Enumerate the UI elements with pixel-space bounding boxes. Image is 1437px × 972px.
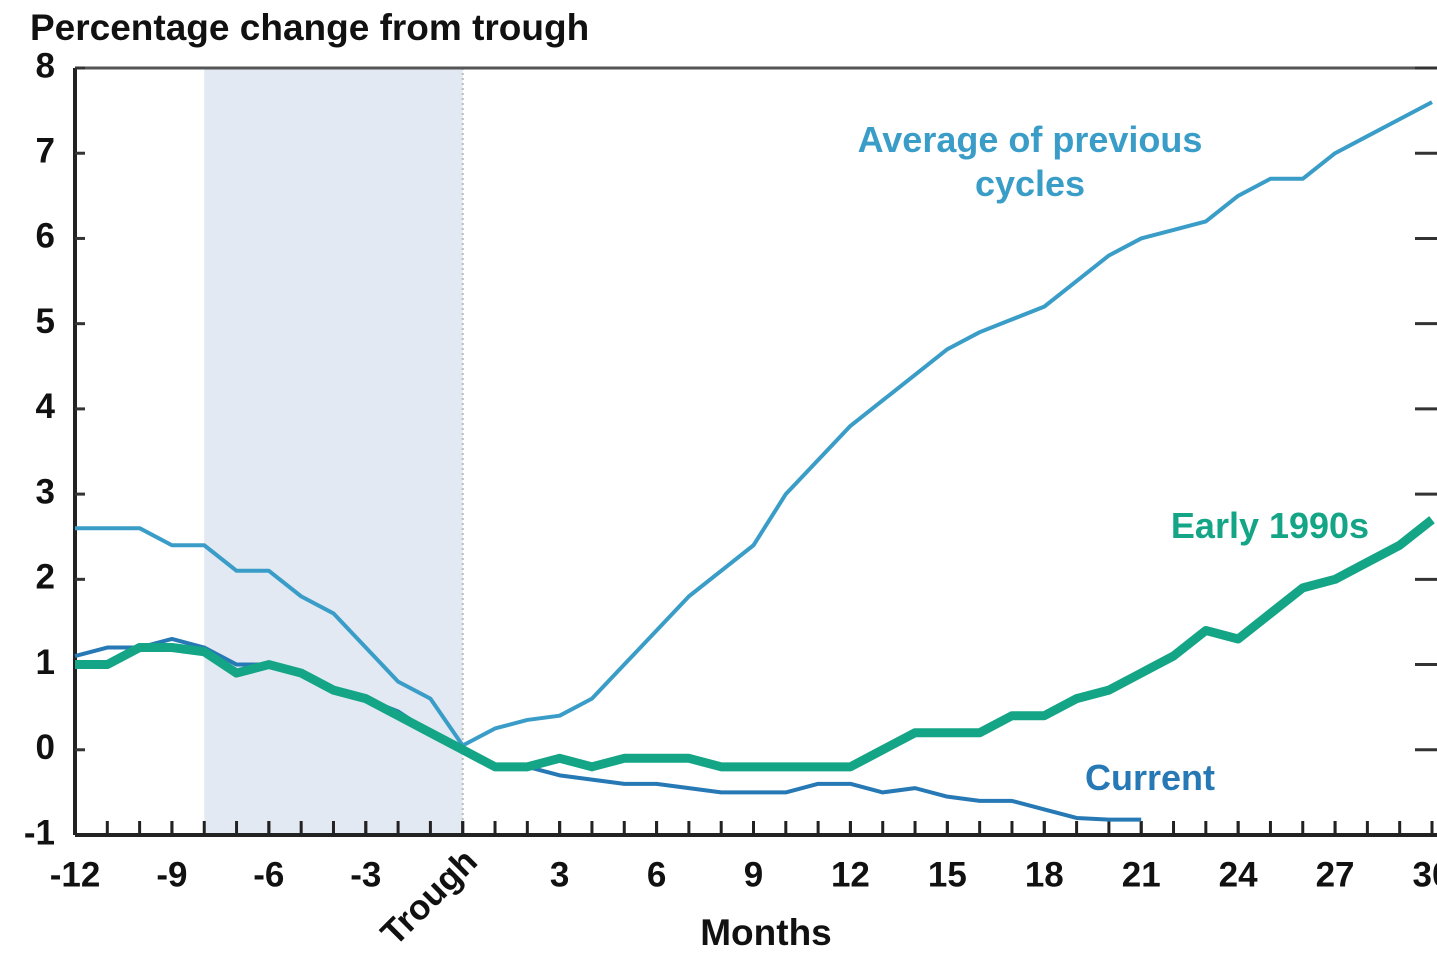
- series-line: [75, 516, 1435, 772]
- x-tick-label: 24: [1219, 855, 1258, 894]
- y-tick-label: 2: [36, 558, 55, 597]
- series-label: Early 1990s: [1170, 505, 1370, 546]
- y-tick-label: 6: [36, 217, 55, 256]
- x-tick-label: -6: [253, 855, 284, 894]
- x-tick-label: 27: [1316, 855, 1355, 894]
- y-tick-label: 4: [36, 387, 56, 426]
- x-tick-label: -9: [156, 855, 187, 894]
- x-axis-label: Months: [700, 912, 832, 953]
- series-label: Current: [1084, 757, 1215, 798]
- y-tick-label: 5: [36, 302, 55, 341]
- x-tick-label: -12: [50, 855, 101, 894]
- y-tick-label: 1: [36, 643, 55, 682]
- x-tick-label: 9: [744, 855, 763, 894]
- y-tick-label: 7: [36, 131, 55, 170]
- x-tick-label: 12: [831, 855, 870, 894]
- x-tick-label: 6: [647, 855, 666, 894]
- chart-title: Percentage change from trough: [30, 7, 589, 48]
- series-line: [75, 100, 1433, 748]
- x-tick-label: 18: [1025, 855, 1064, 894]
- y-tick-label: 8: [36, 46, 55, 85]
- shaded-region: [204, 68, 463, 835]
- y-tick-label: -1: [24, 813, 55, 852]
- x-tick-label: 3: [550, 855, 569, 894]
- x-tick-label: -3: [350, 855, 381, 894]
- x-tick-label: Trough: [373, 842, 484, 953]
- x-tick-label: 30: [1413, 855, 1437, 894]
- x-tick-label: 21: [1122, 855, 1161, 894]
- y-tick-label: 0: [36, 728, 55, 767]
- y-tick-label: 3: [36, 472, 55, 511]
- series-label: Average of previous cycles: [857, 119, 1203, 204]
- x-tick-label: 15: [928, 855, 967, 894]
